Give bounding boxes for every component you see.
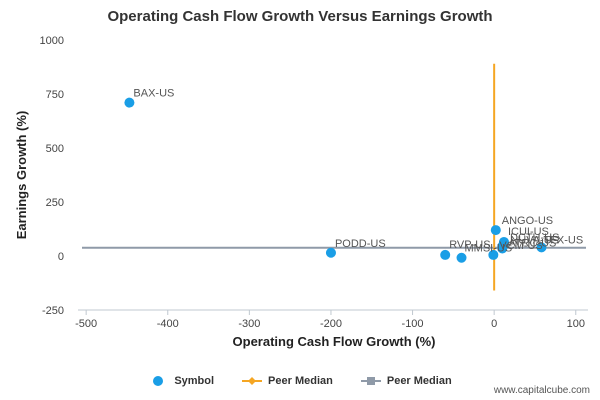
data-point[interactable] [490,225,501,236]
data-point-label: MMSI-US [465,243,513,255]
legend-item-peer-median-x[interactable]: Peer Median [242,375,333,387]
x-tick-label: -500 [75,318,97,330]
data-point-label: BAX-US [133,88,174,100]
data-point[interactable] [456,252,467,263]
y-tick-label: 250 [46,197,64,209]
x-axis-title: Operating Cash Flow Growth (%) [233,334,436,349]
data-point[interactable] [488,249,499,260]
x-tick-label: -400 [157,318,179,330]
legend: Symbol Peer Median Peer Median [0,375,600,387]
data-point[interactable] [325,247,336,258]
data-point-label: PODD-US [335,238,386,250]
data-point-label: TFX-US [543,234,583,246]
data-point-label: NUVA-US [510,234,559,246]
diamond-line-marker-icon [242,375,263,387]
y-axis-title: Earnings Growth (%) [14,111,29,240]
legend-item-peer-median-y[interactable]: Peer Median [360,375,452,387]
legend-label: Peer Median [386,375,452,387]
y-tick-label: 750 [46,89,64,101]
y-tick-label: 500 [46,143,64,155]
legend-label: Peer Median [268,375,333,387]
y-tick-label: -250 [42,305,64,317]
data-point[interactable] [536,242,547,253]
square-line-marker-icon [360,375,381,387]
x-tick-label: -200 [320,318,342,330]
data-point[interactable] [440,249,451,260]
y-tick-label: 1000 [40,35,64,47]
chart-title: Operating Cash Flow Growth Versus Earnin… [107,8,493,25]
data-point-label: RVP-US [449,239,490,251]
data-point-label: VCM-US [499,240,542,252]
tick-labels: -500 -400 -300 -200 -100 0 100 -250 0 250 500 750 10… [40,35,585,330]
axes [78,309,588,315]
data-point[interactable] [497,243,508,254]
data-point[interactable] [124,97,135,108]
x-tick-label: -100 [402,318,424,330]
data-point-label: DCTH-US [510,232,560,244]
data-points [124,97,547,263]
circle-marker-icon [148,375,168,387]
legend-item-symbol[interactable]: Symbol [148,375,214,387]
data-point-label: ANGO-US [502,215,553,227]
legend-label: Symbol [174,375,215,387]
x-tick-label: -300 [238,318,260,330]
x-tick-label: 0 [491,318,497,330]
x-tick-label: 100 [567,318,585,330]
data-point-label: ICUI-US [508,226,549,238]
watermark: www.capitalcube.com [493,385,590,396]
data-point-label: ATRC-US [508,237,556,249]
y-tick-label: 0 [58,251,64,263]
